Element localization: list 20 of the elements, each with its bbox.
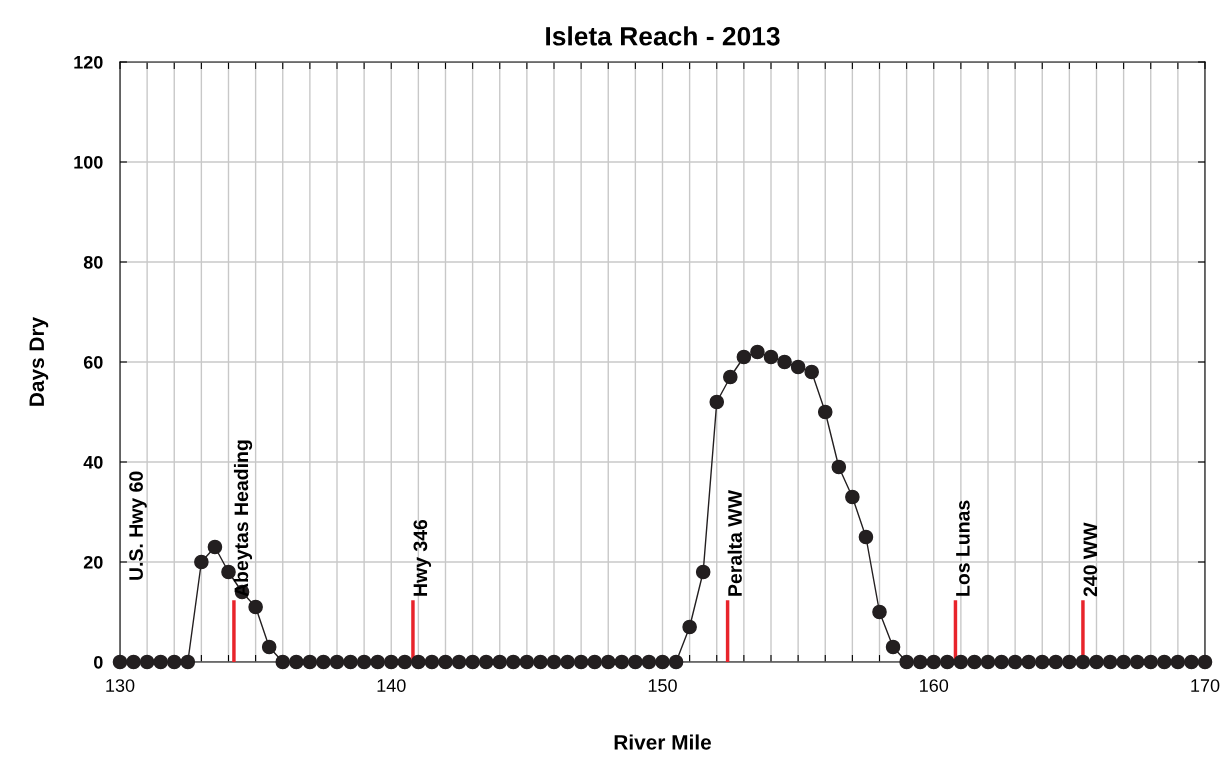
ref-line-label: Hwy 346 — [413, 519, 432, 596]
y-tick-label: 60 — [83, 355, 103, 369]
y-tick-label: 120 — [74, 55, 103, 69]
y-axis-title: Days Dry — [29, 316, 49, 406]
x-tick-label: 170 — [1191, 679, 1220, 692]
x-axis-title: River Mile — [614, 734, 711, 750]
y-tick-label: 80 — [83, 255, 103, 269]
y-tick-label: 20 — [83, 555, 103, 569]
x-tick-label: 130 — [106, 679, 135, 692]
x-tick-label: 150 — [648, 679, 677, 692]
x-tick-label: 160 — [920, 679, 949, 692]
y-tick-label: 0 — [94, 655, 103, 669]
y-tick-label: 100 — [74, 155, 103, 169]
ref-line-label: Los Lunas — [956, 500, 970, 596]
x-tick-label: 140 — [377, 679, 406, 692]
ref-line-label: Peralta WW — [727, 490, 742, 596]
annotation: U.S. Hwy 60 — [129, 471, 147, 580]
chart-title: Isleta Reach - 2013 — [546, 26, 780, 46]
y-tick-label: 40 — [83, 455, 103, 469]
ref-line-label: 240 WW — [1083, 522, 1098, 597]
